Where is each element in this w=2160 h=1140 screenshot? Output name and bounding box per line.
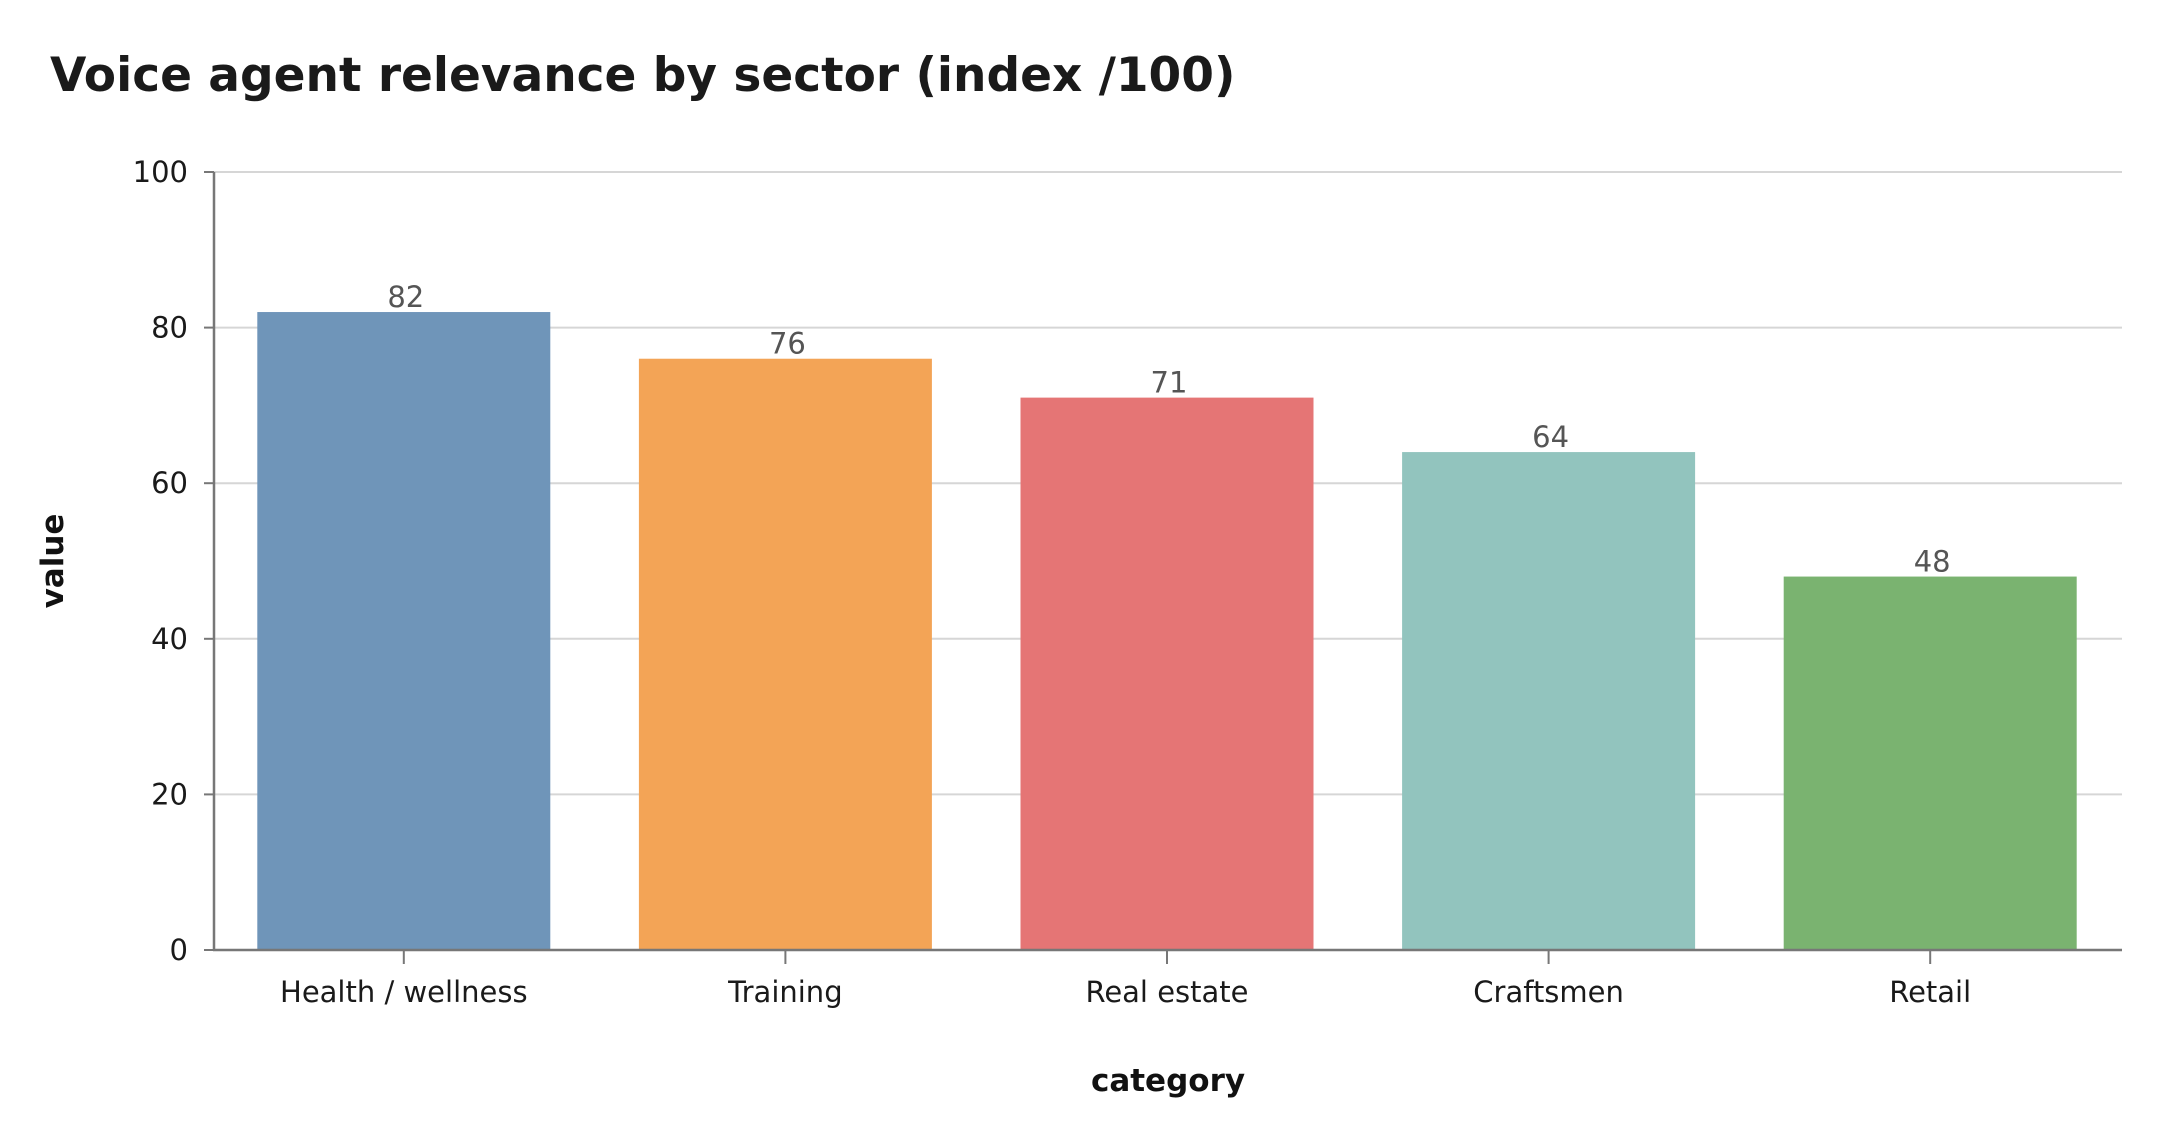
- data-label: 48: [1914, 545, 1951, 579]
- data-label: 82: [387, 280, 424, 314]
- x-tick-label: Retail: [1889, 975, 1971, 1009]
- y-tick-label: 60: [151, 466, 188, 500]
- x-axis-title: category: [1091, 1063, 1245, 1099]
- bars: [257, 312, 2077, 951]
- x-tick-label: Craftsmen: [1473, 975, 1624, 1009]
- axes: [204, 171, 2122, 964]
- labels: 0 20 40 60 80 100 82 Health / wellness 76 Trainin…: [133, 155, 1972, 1009]
- data-label: 64: [1532, 420, 1569, 454]
- bar: [257, 312, 551, 950]
- y-tick-label: 0: [170, 933, 188, 967]
- bar: [638, 358, 932, 951]
- y-axis-title: value: [35, 514, 71, 609]
- bar: [1783, 576, 2077, 950]
- bar: [1402, 452, 1696, 950]
- x-tick-label: Training: [727, 975, 842, 1009]
- y-tick-label: 20: [151, 777, 188, 811]
- bar: [1020, 397, 1314, 950]
- y-tick-label: 40: [151, 622, 188, 656]
- y-tick-label: 100: [133, 155, 188, 189]
- x-tick-label: Real estate: [1085, 975, 1248, 1009]
- data-label: 76: [769, 327, 806, 361]
- data-label: 71: [1151, 366, 1188, 400]
- chart-title: Voice agent relevance by sector (index /…: [50, 48, 1236, 103]
- x-tick-label: Health / wellness: [280, 975, 528, 1009]
- y-tick-label: 80: [151, 311, 188, 345]
